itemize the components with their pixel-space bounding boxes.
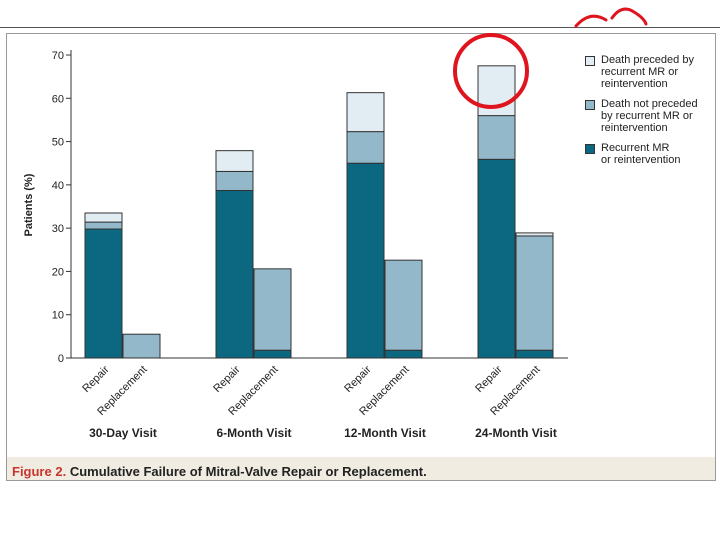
bar-segment-recurrent	[477, 158, 516, 359]
legend-label: or reintervention	[601, 154, 681, 166]
bar-segment-recurrent	[384, 349, 423, 359]
legend-swatch	[585, 100, 595, 110]
bar-segment-death_not_preceded	[477, 115, 516, 160]
x-subcategory-label: Repair	[211, 363, 243, 395]
bar-segment-death_preceded	[346, 92, 385, 133]
caption-band	[6, 457, 716, 481]
legend-item-recurrent: Recurrent MR or reintervention	[585, 142, 710, 166]
bar-segment-death_preceded	[215, 150, 254, 172]
group-label: 12-Month Visit	[344, 426, 426, 440]
legend-label: Death preceded by	[601, 54, 694, 66]
bar-segment-death_not_preceded	[84, 221, 123, 230]
y-tick-label: 60	[52, 93, 64, 105]
y-axis-label: Patients (%)	[23, 173, 35, 236]
y-tick-label: 10	[52, 310, 64, 322]
legend-label: recurrent MR or	[601, 66, 679, 78]
x-subcategory-label: Repair	[80, 363, 112, 395]
bars	[84, 65, 554, 359]
figure-caption: Figure 2. Cumulative Failure of Mitral-V…	[12, 464, 427, 479]
y-tick-label: 0	[58, 353, 64, 365]
highlight-circle	[453, 33, 529, 109]
bar-segment-death_not_preceded	[253, 268, 292, 351]
bar-segment-death_not_preceded	[346, 131, 385, 164]
bar-segment-death_not_preceded	[384, 259, 423, 351]
legend-item-death-not-preceded: Death not preceded by recurrent MR or re…	[585, 98, 710, 134]
y-tick-label: 40	[52, 180, 64, 192]
bar-segment-death_not_preceded	[215, 170, 254, 191]
y-tick-label: 30	[52, 223, 64, 235]
legend-label: Death not preceded	[601, 98, 698, 110]
legend-swatch	[585, 144, 595, 154]
legend-label: reintervention	[601, 122, 668, 134]
x-subcategory-label: Repair	[473, 363, 505, 395]
bar-segment-recurrent	[346, 162, 385, 359]
y-tick-label: 50	[52, 137, 64, 149]
legend-item-death-preceded: Death preceded by recurrent MR or reinte…	[585, 54, 710, 90]
figure-title: Cumulative Failure of Mitral-Valve Repai…	[69, 464, 427, 479]
legend-swatch	[585, 56, 595, 66]
bar-segment-recurrent	[215, 189, 254, 359]
y-tick-label: 20	[52, 266, 64, 278]
bar-segment-death_not_preceded	[122, 333, 161, 359]
decorative-red-swirl-icon	[574, 7, 648, 28]
legend-label: by recurrent MR or	[601, 110, 693, 122]
figure-number: Figure 2.	[12, 464, 67, 479]
bar-segment-death_preceded	[515, 232, 554, 237]
legend-label: Recurrent MR	[601, 142, 670, 154]
group-label: 30-Day Visit	[89, 426, 157, 440]
y-tick-label: 70	[52, 50, 64, 62]
group-label: 6-Month Visit	[216, 426, 291, 440]
group-label: 24-Month Visit	[475, 426, 557, 440]
legend-label: reintervention	[601, 78, 668, 90]
bar-segment-recurrent	[253, 349, 292, 359]
bar-segment-death_not_preceded	[515, 235, 554, 351]
legend: Death preceded by recurrent MR or reinte…	[585, 54, 710, 174]
bar-segment-death_preceded	[84, 212, 123, 223]
bar-segment-recurrent	[84, 228, 123, 359]
x-subcategory-label: Repair	[342, 363, 374, 395]
bar-segment-recurrent	[515, 349, 554, 359]
top-rule	[0, 27, 720, 28]
